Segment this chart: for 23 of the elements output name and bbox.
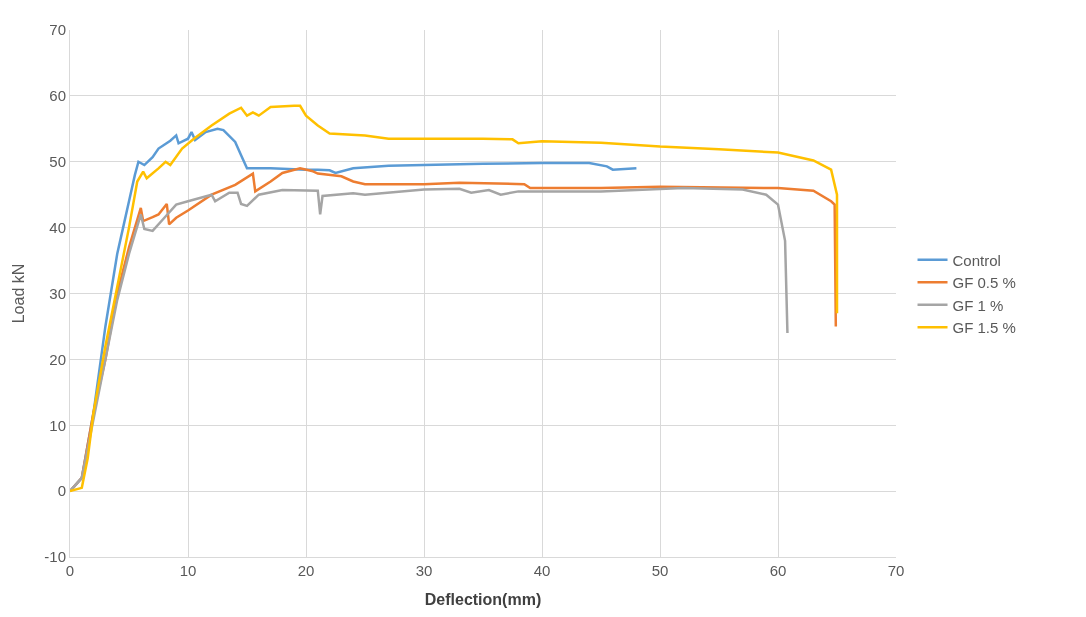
y-tick-label: 10 [49,416,66,434]
y-tick-label: 0 [57,482,66,500]
y-tick-label: 50 [49,153,66,170]
x-tick-label: 10 [179,562,197,579]
x-axis-title: Deflection(mm) [424,590,542,608]
x-tick-label: 40 [533,562,551,579]
legend-label: Control [952,251,1001,269]
x-tick-label: 60 [769,562,787,579]
y-tick-label: -10 [44,548,66,566]
y-axis-title: Load kN [10,263,28,324]
y-tick-label: 20 [49,350,66,368]
legend-label: GF 1 % [952,296,1004,314]
x-tick-label: 20 [297,562,315,579]
x-tick-label: 50 [651,562,669,579]
y-tick-label: 40 [49,218,66,236]
y-tick-label: 60 [49,87,66,105]
line-series [70,104,839,493]
y-tick-label: 30 [49,284,66,302]
x-tick-label: 70 [887,562,905,579]
y-tick-label: 70 [49,21,66,39]
x-tick-label: 30 [415,562,433,579]
legend-label: GF 0.5 % [952,274,1016,292]
legend-label: GF 1.5 % [952,319,1016,337]
